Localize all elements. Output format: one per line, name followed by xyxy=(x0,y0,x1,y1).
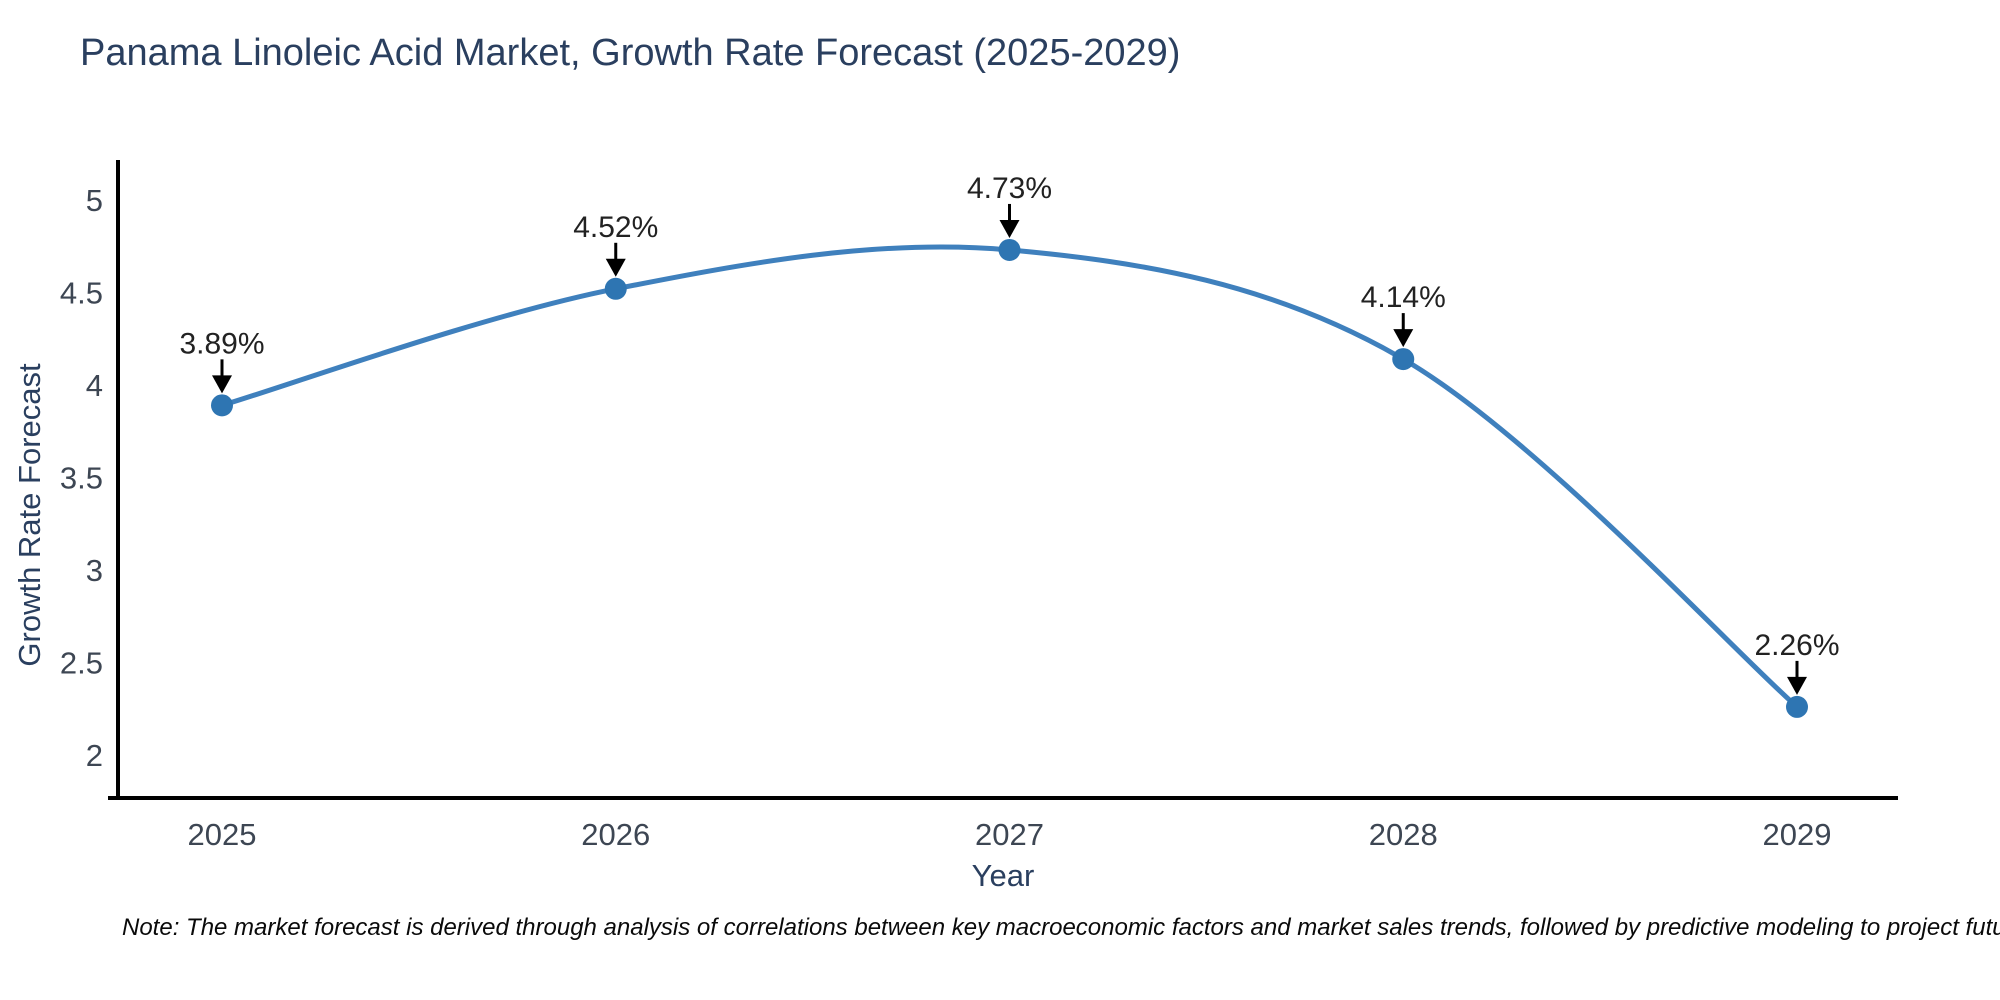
y-axis-title: Growth Rate Forecast xyxy=(12,363,47,667)
data-point-label: 4.52% xyxy=(573,211,658,244)
data-point-label: 4.14% xyxy=(1361,281,1446,314)
data-point-marker xyxy=(604,277,627,300)
data-point-label: 3.89% xyxy=(179,327,264,360)
data-point-marker xyxy=(211,394,233,417)
x-axis-title: Year xyxy=(971,858,1035,893)
data-point-marker xyxy=(1392,348,1415,371)
annotation-arrowhead xyxy=(1393,329,1414,348)
y-tick-label: 4.5 xyxy=(60,276,103,311)
y-tick-label: 3 xyxy=(86,553,103,588)
y-tick-label: 5 xyxy=(86,183,103,218)
x-tick-label: 2027 xyxy=(975,817,1044,852)
y-tick-label: 2.5 xyxy=(60,646,103,681)
annotation-arrowhead xyxy=(605,258,626,277)
data-point-label: 4.73% xyxy=(967,172,1052,205)
chart-title: Panama Linoleic Acid Market, Growth Rate… xyxy=(80,32,1181,74)
data-point-marker xyxy=(1786,695,1808,718)
annotation-arrowhead xyxy=(1787,676,1807,695)
data-point-label: 2.26% xyxy=(1754,629,1839,662)
y-tick-label: 2 xyxy=(86,738,103,773)
annotation-arrowhead xyxy=(212,375,232,394)
annotation-arrowhead xyxy=(999,219,1020,238)
y-tick-label: 4 xyxy=(86,368,103,403)
x-tick-label: 2029 xyxy=(1763,817,1832,852)
footnote: Note: The market forecast is derived thr… xyxy=(122,914,2000,941)
x-tick-label: 2028 xyxy=(1369,817,1438,852)
x-tick-label: 2026 xyxy=(581,817,650,852)
forecast-line xyxy=(219,244,1800,710)
x-tick-label: 2025 xyxy=(188,817,257,852)
data-point-marker xyxy=(998,238,1021,261)
y-tick-label: 3.5 xyxy=(60,461,103,496)
